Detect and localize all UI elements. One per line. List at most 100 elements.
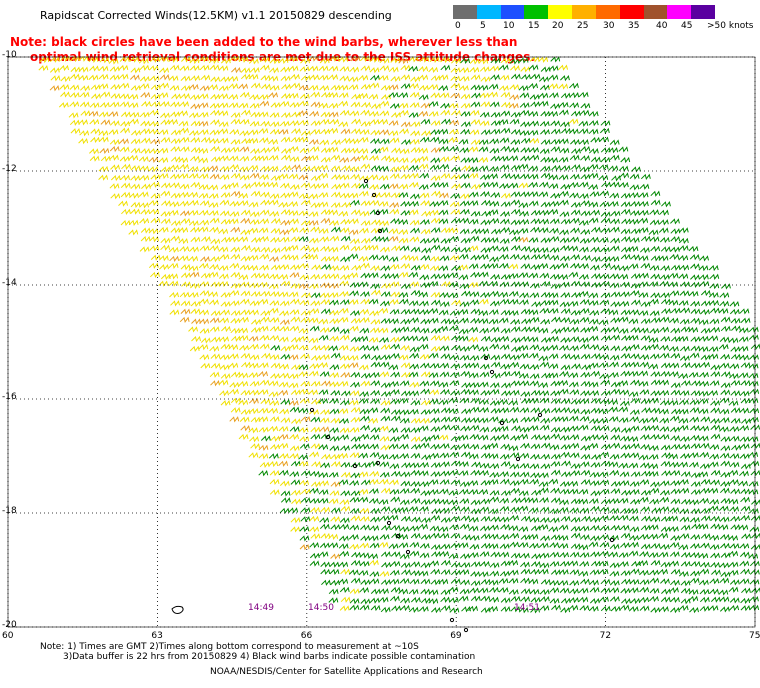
wind-barb bbox=[560, 451, 570, 458]
wind-barb bbox=[530, 407, 541, 414]
wind-barb bbox=[150, 93, 161, 100]
wind-barb bbox=[379, 371, 390, 378]
wind-barb bbox=[510, 281, 521, 288]
wind-barb bbox=[459, 498, 470, 505]
wind-barb bbox=[709, 453, 719, 460]
wind-barb bbox=[381, 524, 391, 532]
wind-barb bbox=[410, 570, 421, 577]
wind-barb bbox=[231, 66, 241, 74]
wind-barb bbox=[360, 237, 371, 244]
wind-barb bbox=[318, 389, 329, 396]
wind-barb bbox=[560, 92, 571, 99]
wind-barb bbox=[359, 443, 370, 450]
wind-barb bbox=[559, 301, 570, 308]
wind-barb bbox=[210, 76, 221, 83]
wind-barb bbox=[438, 209, 449, 216]
wind-barb bbox=[530, 389, 541, 397]
wind-barb bbox=[690, 263, 700, 270]
wind-barb bbox=[690, 508, 701, 515]
wind-barb bbox=[441, 118, 451, 125]
wind-barb bbox=[680, 598, 691, 605]
wind-barb bbox=[278, 336, 289, 343]
wind-barb bbox=[728, 561, 739, 568]
wind-barb bbox=[400, 209, 411, 217]
wind-barb bbox=[250, 290, 261, 298]
wind-barb bbox=[558, 579, 569, 587]
wind-barb bbox=[548, 83, 559, 90]
wind-barb bbox=[399, 417, 410, 424]
wind-barb bbox=[409, 101, 420, 109]
wind-barb bbox=[530, 607, 540, 614]
wind-barb bbox=[268, 91, 278, 99]
wind-barb bbox=[628, 605, 639, 613]
wind-barb bbox=[430, 462, 441, 469]
wind-barb bbox=[319, 118, 330, 125]
wind-barb bbox=[609, 326, 620, 333]
wind-barb bbox=[400, 121, 411, 128]
wind-barb bbox=[338, 543, 349, 550]
wind-barb bbox=[499, 182, 509, 190]
wind-barb bbox=[360, 353, 371, 360]
wind-barb bbox=[448, 281, 459, 289]
wind-barb bbox=[179, 127, 189, 134]
wind-barb bbox=[249, 282, 259, 289]
wind-barb bbox=[248, 227, 259, 234]
wind-barb bbox=[519, 102, 530, 109]
wind-barb bbox=[140, 120, 151, 127]
wind-barb bbox=[279, 236, 290, 243]
wind-barb bbox=[499, 551, 510, 558]
wind-barb bbox=[629, 173, 640, 180]
wind-barb bbox=[591, 453, 601, 461]
wind-barb bbox=[208, 291, 218, 298]
wind-barb bbox=[439, 362, 450, 369]
wind-barb bbox=[309, 74, 320, 81]
wind-barb bbox=[339, 109, 350, 117]
wind-barb bbox=[548, 74, 559, 81]
wind-barb bbox=[238, 399, 249, 406]
wind-barb bbox=[610, 345, 621, 352]
wind-barb bbox=[499, 453, 510, 460]
wind-barb bbox=[190, 146, 201, 154]
wind-barb bbox=[439, 301, 450, 308]
wind-barb bbox=[629, 237, 640, 244]
wind-barb bbox=[560, 353, 571, 360]
wind-barb bbox=[538, 262, 549, 270]
wind-barb bbox=[500, 309, 511, 316]
wind-barb bbox=[140, 235, 151, 243]
wind-barb bbox=[268, 453, 279, 460]
wind-barb bbox=[408, 371, 419, 378]
wind-barb bbox=[548, 299, 559, 306]
wind-barb bbox=[609, 514, 620, 522]
wind-barb bbox=[270, 247, 281, 254]
wind-barb bbox=[261, 352, 271, 359]
wind-barb bbox=[198, 56, 209, 63]
wind-barb bbox=[259, 218, 269, 225]
wind-barb bbox=[529, 373, 540, 380]
wind-barb bbox=[540, 318, 550, 326]
wind-barb bbox=[208, 184, 219, 191]
wind-barb bbox=[688, 588, 699, 596]
wind-barb bbox=[149, 245, 160, 252]
wind-barb bbox=[370, 103, 381, 110]
wind-barb bbox=[510, 487, 520, 495]
wind-barb bbox=[318, 489, 329, 496]
wind-barb bbox=[650, 606, 661, 614]
wind-barb bbox=[381, 561, 391, 569]
wind-barb bbox=[609, 543, 620, 550]
wind-barb bbox=[478, 156, 489, 164]
wind-barb bbox=[509, 514, 519, 522]
wind-barb bbox=[328, 146, 339, 153]
wind-barb bbox=[118, 73, 129, 80]
wind-barb bbox=[630, 254, 640, 261]
wind-barb bbox=[230, 397, 241, 404]
wind-barb bbox=[288, 191, 299, 198]
wind-barb bbox=[350, 371, 361, 379]
wind-barb bbox=[609, 497, 620, 505]
wind-barb bbox=[499, 218, 510, 225]
flagged-barb-marker bbox=[405, 549, 411, 555]
wind-barb bbox=[269, 210, 279, 218]
wind-barb bbox=[268, 307, 279, 314]
wind-barb bbox=[698, 552, 709, 560]
wind-barb bbox=[488, 543, 499, 550]
wind-barb bbox=[210, 281, 221, 288]
